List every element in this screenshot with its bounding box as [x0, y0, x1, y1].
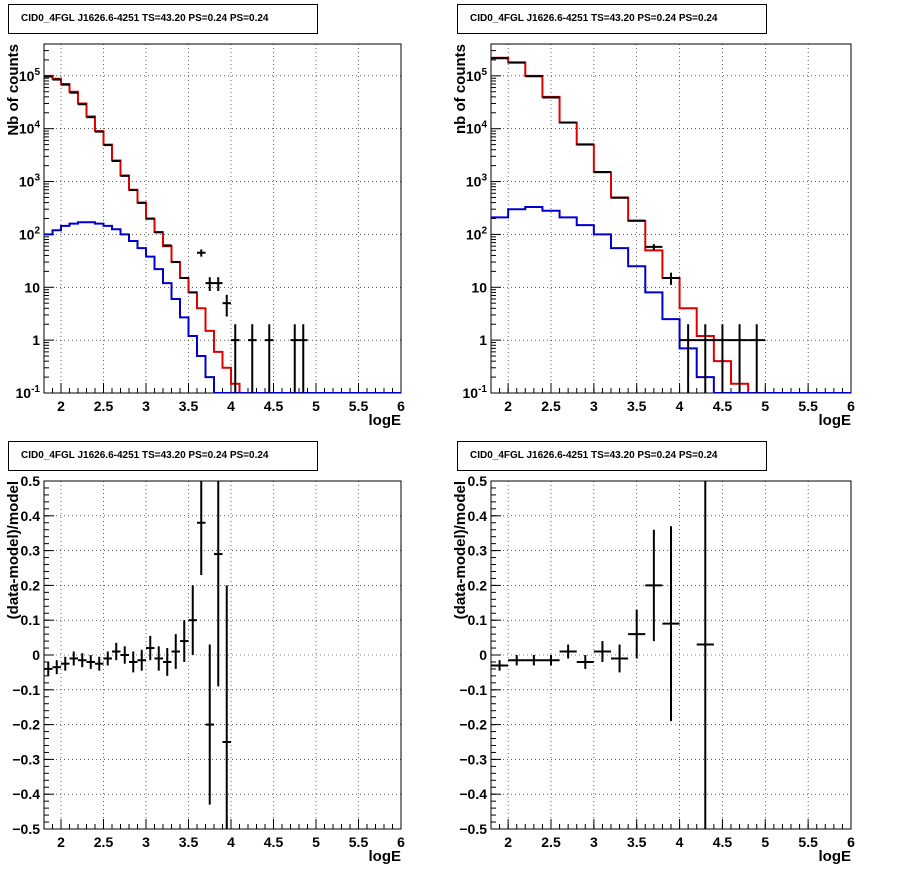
y-axis-label: (data-model)/model: [452, 481, 469, 619]
x-tick-label: 2: [504, 834, 512, 850]
y-tick-label: −0.2: [459, 717, 487, 733]
chart-panel-2: 2 2.5 3 3.5 4 4.5 5 5.5 6 10-1 1 10 102 103 104 105 logE…: [452, 43, 855, 429]
y-tick-label: 1: [479, 332, 487, 348]
x-tick-label: 5.5: [349, 834, 369, 850]
x-tick-label: 3: [142, 834, 150, 850]
y-tick-label: 104: [19, 120, 41, 137]
plot-frame: [43, 480, 402, 830]
series-step-2: [491, 206, 851, 393]
x-tick-label: 4.5: [713, 398, 733, 414]
data-layer: [44, 481, 231, 829]
x-tick-label: 2.5: [541, 834, 561, 850]
x-axis-label: logE: [369, 412, 402, 429]
x-tick-label: 2.5: [94, 398, 114, 414]
x-tick-label: 6: [847, 834, 855, 850]
x-tick-label: 4.5: [264, 834, 284, 850]
y-axis-label: (data-model)/model: [5, 481, 22, 619]
x-tick-label: 5.5: [798, 834, 818, 850]
panel-title-top-right: CID0_4FGL J1626.6-4251 TS=43.20 PS=0.24 …: [457, 4, 767, 34]
y-tick-label: −0.1: [459, 682, 487, 698]
y-tick-label: 0.2: [21, 577, 41, 593]
x-tick-label: 5: [761, 398, 769, 414]
y-tick-label: 0.1: [21, 612, 41, 628]
y-tick-label: −0.4: [459, 786, 487, 802]
y-tick-label: 0.3: [468, 543, 488, 559]
y-tick-label: 102: [466, 225, 488, 242]
data-layer: [44, 74, 401, 393]
y-tick-label: 102: [19, 225, 41, 242]
x-tick-label: 3.5: [627, 398, 647, 414]
data-layer: [491, 481, 714, 829]
y-tick-label: 104: [466, 120, 488, 137]
x-axis-label: logE: [369, 848, 402, 865]
x-tick-label: 5: [312, 398, 320, 414]
x-tick-label: 3.5: [627, 834, 647, 850]
y-tick-label: 0.4: [21, 508, 41, 524]
y-tick-label: 0.1: [468, 612, 488, 628]
chart-panel-4: 2 2.5 3 3.5 4 4.5 5 5.5 6 −0.5 −0.4 −0.3 −0.2 −0.1 0 0.…: [452, 473, 855, 865]
x-tick-label: 4: [227, 398, 235, 414]
x-tick-label: 4.5: [713, 834, 733, 850]
y-tick-label: 10-1: [16, 384, 41, 401]
x-tick-label: 5: [761, 834, 769, 850]
series-step-2: [44, 221, 401, 393]
x-tick-label: 2.5: [94, 834, 114, 850]
data-layer: [491, 56, 851, 393]
panel-title-bottom-right: CID0_4FGL J1626.6-4251 TS=43.20 PS=0.24 …: [457, 441, 767, 471]
x-tick-label: 4: [676, 834, 684, 850]
chart-panel-1: 2 2.5 3 3.5 4 4.5 5 5.5 6 10-1 1 10 102 103 104 105 logE…: [5, 43, 405, 429]
x-tick-label: 3.5: [179, 834, 199, 850]
panel-title-top-left: CID0_4FGL J1626.6-4251 TS=43.20 PS=0.24 …: [8, 4, 318, 34]
y-tick-label: −0.1: [12, 682, 40, 698]
y-tick-label: 0.5: [468, 473, 488, 489]
x-tick-label: 6: [847, 398, 855, 414]
series-step-1: [491, 56, 851, 393]
y-tick-label: −0.5: [12, 821, 40, 837]
x-tick-label: 3: [590, 398, 598, 414]
panel-title-bottom-left: CID0_4FGL J1626.6-4251 TS=43.20 PS=0.24 …: [8, 441, 318, 471]
y-axis-label: Nb of counts: [5, 44, 22, 136]
x-tick-label: 3: [590, 834, 598, 850]
x-axis-label: logE: [819, 412, 852, 429]
x-tick-label: 3.5: [179, 398, 199, 414]
y-tick-label: 0.5: [21, 473, 41, 489]
y-tick-label: 103: [466, 173, 488, 190]
y-tick-label: 0.3: [21, 543, 41, 559]
x-tick-label: 4: [227, 834, 235, 850]
y-tick-label: 103: [19, 173, 41, 190]
plot-frame: [43, 43, 402, 394]
x-axis-label: logE: [819, 848, 852, 865]
x-tick-label: 2: [504, 398, 512, 414]
y-tick-label: 10: [24, 279, 40, 295]
x-tick-label: 5.5: [798, 398, 818, 414]
y-tick-label: −0.5: [459, 821, 487, 837]
x-tick-label: 5: [312, 834, 320, 850]
y-tick-label: −0.2: [12, 717, 40, 733]
y-tick-label: −0.3: [12, 751, 40, 767]
y-tick-label: 105: [466, 67, 488, 84]
y-tick-label: 0: [32, 647, 40, 663]
x-tick-label: 4: [676, 398, 684, 414]
y-tick-label: 0: [479, 647, 487, 663]
chart-panel-3: 2 2.5 3 3.5 4 4.5 5 5.5 6 −0.5 −0.4 −0.3 −0.2 −0.1 0 0.…: [5, 473, 405, 865]
y-tick-label: −0.3: [459, 751, 487, 767]
y-tick-label: 0.2: [468, 577, 488, 593]
x-tick-label: 5.5: [349, 398, 369, 414]
y-tick-label: 105: [19, 67, 41, 84]
x-tick-label: 2.5: [541, 398, 561, 414]
x-tick-label: 2: [57, 834, 65, 850]
y-axis-label: nb of counts: [452, 44, 469, 134]
y-tick-label: 10-1: [463, 384, 488, 401]
y-tick-label: 0.4: [468, 508, 488, 524]
x-tick-label: 4.5: [264, 398, 284, 414]
y-tick-label: −0.4: [12, 786, 40, 802]
series-step-1: [44, 74, 401, 393]
x-tick-label: 6: [397, 834, 405, 850]
x-tick-label: 3: [142, 398, 150, 414]
x-tick-label: 2: [57, 398, 65, 414]
x-tick-label: 6: [397, 398, 405, 414]
y-tick-label: 10: [471, 279, 487, 295]
y-tick-label: 1: [32, 332, 40, 348]
